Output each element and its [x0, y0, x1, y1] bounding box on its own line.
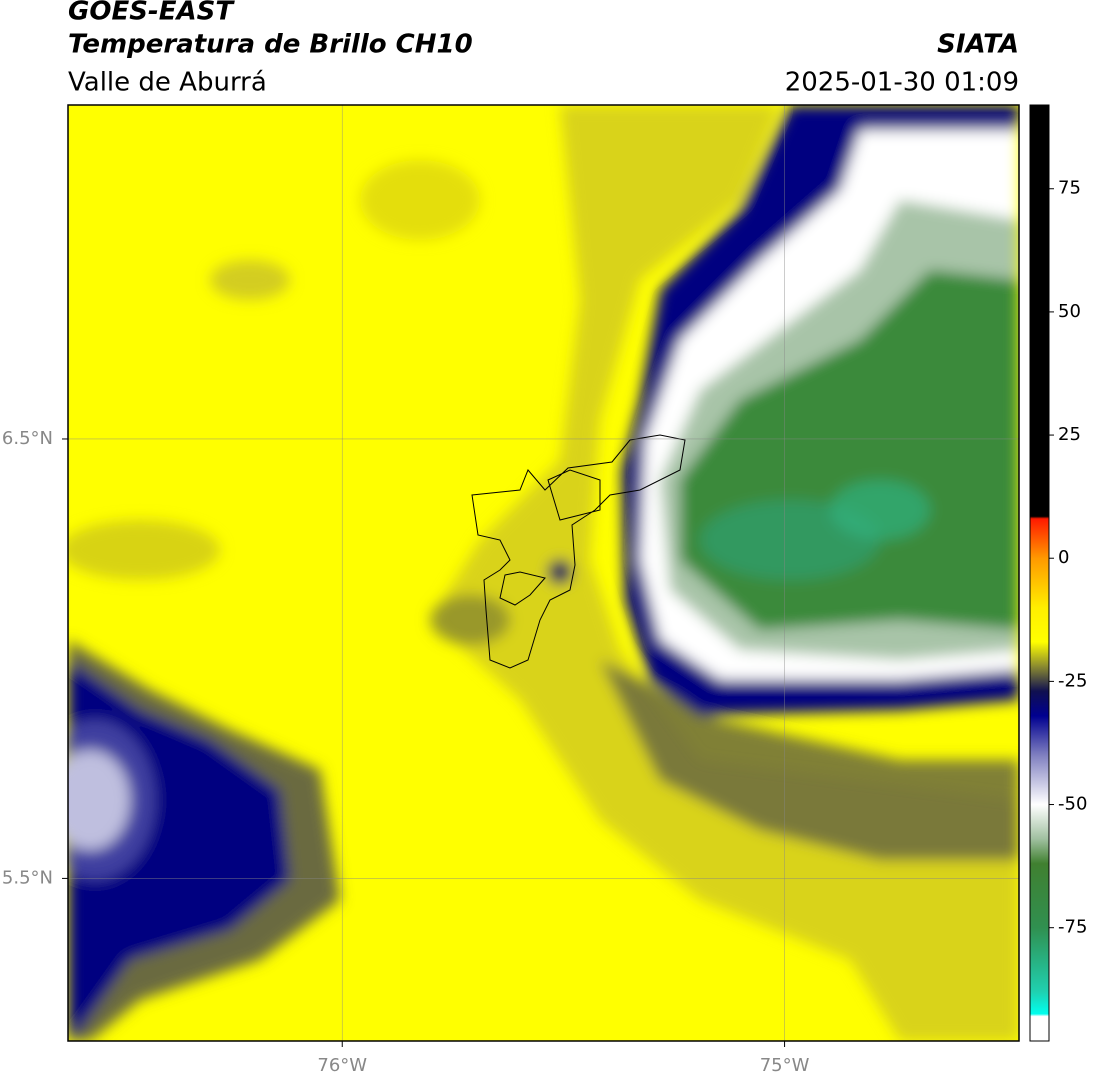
colorbar-tick-label: -50 [1058, 794, 1087, 815]
timestamp: 2025-01-30 01:09 [785, 68, 1019, 98]
colorbar-tick-label: 25 [1058, 424, 1081, 445]
source: SIATA [937, 30, 1019, 60]
x-tick-label: 76°W [317, 1055, 367, 1076]
field-shapes [68, 105, 1019, 1041]
colorbar-tick-label: 0 [1058, 547, 1069, 568]
colorbar-tick-label: 75 [1058, 178, 1081, 199]
map-field [68, 105, 1019, 1041]
grid [68, 105, 1019, 1041]
map-frame [67, 104, 1020, 1042]
y-tick-label: 6.5°N [2, 428, 53, 449]
colorbar-tick-label: -75 [1058, 917, 1087, 938]
subtitle: Temperatura de Brillo CH10 [68, 30, 473, 60]
title: GOES-EAST [68, 0, 235, 27]
region: Valle de Aburrá [68, 68, 267, 98]
colorbar-tick-label: -25 [1058, 670, 1087, 691]
municipal-boundaries [471, 434, 686, 669]
colorbar [1029, 104, 1050, 1042]
x-tick-label: 75°W [760, 1055, 810, 1076]
colorbar-tick-label: 50 [1058, 301, 1081, 322]
y-tick-label: 5.5°N [2, 867, 53, 888]
